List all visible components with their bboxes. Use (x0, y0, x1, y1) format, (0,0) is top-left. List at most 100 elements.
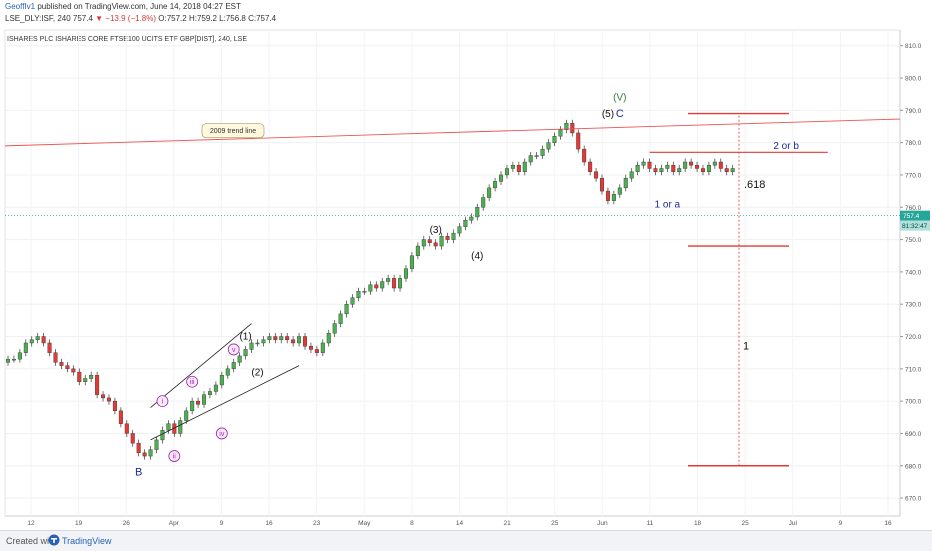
wave-label: (4) (471, 251, 483, 262)
candle (320, 342, 325, 353)
candle (225, 368, 230, 376)
candle (730, 168, 735, 172)
candle (11, 358, 16, 361)
fib-618-label: .618 (744, 179, 765, 191)
wave-marker-circle (156, 395, 169, 408)
wave-label: iii (190, 379, 195, 386)
candle (392, 278, 397, 289)
y-tick-label: 750.0 (905, 237, 922, 244)
candle (207, 391, 212, 395)
y-tick-label: 770.0 (905, 172, 922, 179)
candle (665, 165, 670, 169)
candle (338, 313, 343, 324)
wave-label: (3) (430, 225, 442, 236)
last-price-tag (900, 210, 930, 221)
candle (83, 378, 88, 382)
x-tick-label: 9 (220, 520, 224, 527)
symbol: LSE_DLY:ISF, 240 (5, 14, 71, 23)
price-axis (900, 30, 932, 516)
candle (611, 194, 616, 201)
candle (451, 232, 456, 240)
wave-label: B (135, 466, 142, 478)
candle (409, 255, 414, 269)
candle (659, 168, 664, 172)
candle (23, 342, 28, 353)
candle (647, 161, 652, 169)
wave-label: C (616, 108, 624, 120)
countdown-tag (900, 220, 930, 231)
candle (374, 284, 379, 289)
candle (493, 181, 498, 189)
wave-marker-circle (186, 375, 199, 388)
trend-line-label-box (201, 123, 265, 139)
candle (528, 155, 533, 163)
candle (439, 236, 444, 247)
wave-label: iv (219, 431, 225, 438)
wave-label: i (162, 399, 164, 406)
candle (35, 336, 40, 340)
wave-label: ii (173, 454, 177, 461)
candle (588, 161, 593, 172)
wave-label: (V) (613, 93, 626, 104)
candle (594, 171, 599, 179)
candle (178, 420, 183, 434)
candle (101, 394, 106, 399)
x-tick-label: 9 (839, 520, 843, 527)
wave-marker-circle (215, 427, 228, 440)
candle (196, 400, 201, 405)
candle (273, 336, 278, 340)
candle (124, 423, 129, 434)
y-tick-label: 670.0 (905, 496, 922, 503)
candle (706, 165, 711, 172)
candle (623, 177, 628, 189)
candle (53, 352, 58, 363)
y-tick-label: 680.0 (905, 463, 922, 470)
created-with-text: Created with (6, 536, 57, 546)
y-tick-label: 730.0 (905, 302, 922, 309)
tradingview-link[interactable]: TradingView (62, 536, 112, 546)
candle (457, 226, 462, 234)
author-link[interactable]: GeoffIv1 (5, 2, 36, 11)
tradingview-logo-icon (48, 534, 60, 546)
candle (576, 132, 581, 150)
candle (190, 400, 195, 412)
candle (510, 165, 515, 169)
candle (362, 291, 367, 293)
candle (695, 165, 700, 169)
candle (255, 342, 260, 345)
wave-label: 1 or a (655, 199, 681, 210)
price-chart[interactable]: ISHARES PLC ISHARES CORE FTSE100 UCITS E… (0, 28, 932, 530)
plot-area (4, 29, 901, 517)
candle (237, 355, 242, 363)
candle (534, 155, 539, 157)
candle (130, 433, 135, 444)
candle (71, 368, 76, 373)
candle (463, 219, 468, 227)
candle (136, 442, 141, 454)
candle (487, 187, 492, 198)
wave-marker-circle (168, 450, 181, 462)
candle (297, 336, 302, 344)
candle (160, 430, 165, 441)
candle (617, 187, 622, 195)
candle (118, 410, 123, 424)
candle (291, 339, 296, 344)
candle (47, 342, 52, 353)
y-tick-label: 800.0 (905, 76, 922, 83)
price-change: ▼ −13.9 (−1.8%) (95, 14, 157, 23)
channel-upper-line (150, 323, 252, 408)
y-tick-label: 810.0 (905, 43, 922, 50)
trend-line-2009 (4, 118, 901, 147)
candle (671, 165, 676, 172)
x-tick-label: 25 (742, 520, 750, 527)
symbol-line: LSE_DLY:ISF, 240 757.4 ▼ −13.9 (−1.8%) O… (5, 14, 276, 23)
candle (267, 336, 272, 340)
publish-line: GeoffIv1 published on TradingView.com, J… (5, 2, 241, 11)
x-tick-label: Jul (789, 520, 798, 527)
wave-label: 2 or b (773, 141, 799, 152)
candle (415, 245, 420, 256)
y-tick-label: 690.0 (905, 431, 922, 438)
candle (314, 349, 319, 353)
candle (641, 161, 646, 166)
candle (600, 177, 605, 192)
